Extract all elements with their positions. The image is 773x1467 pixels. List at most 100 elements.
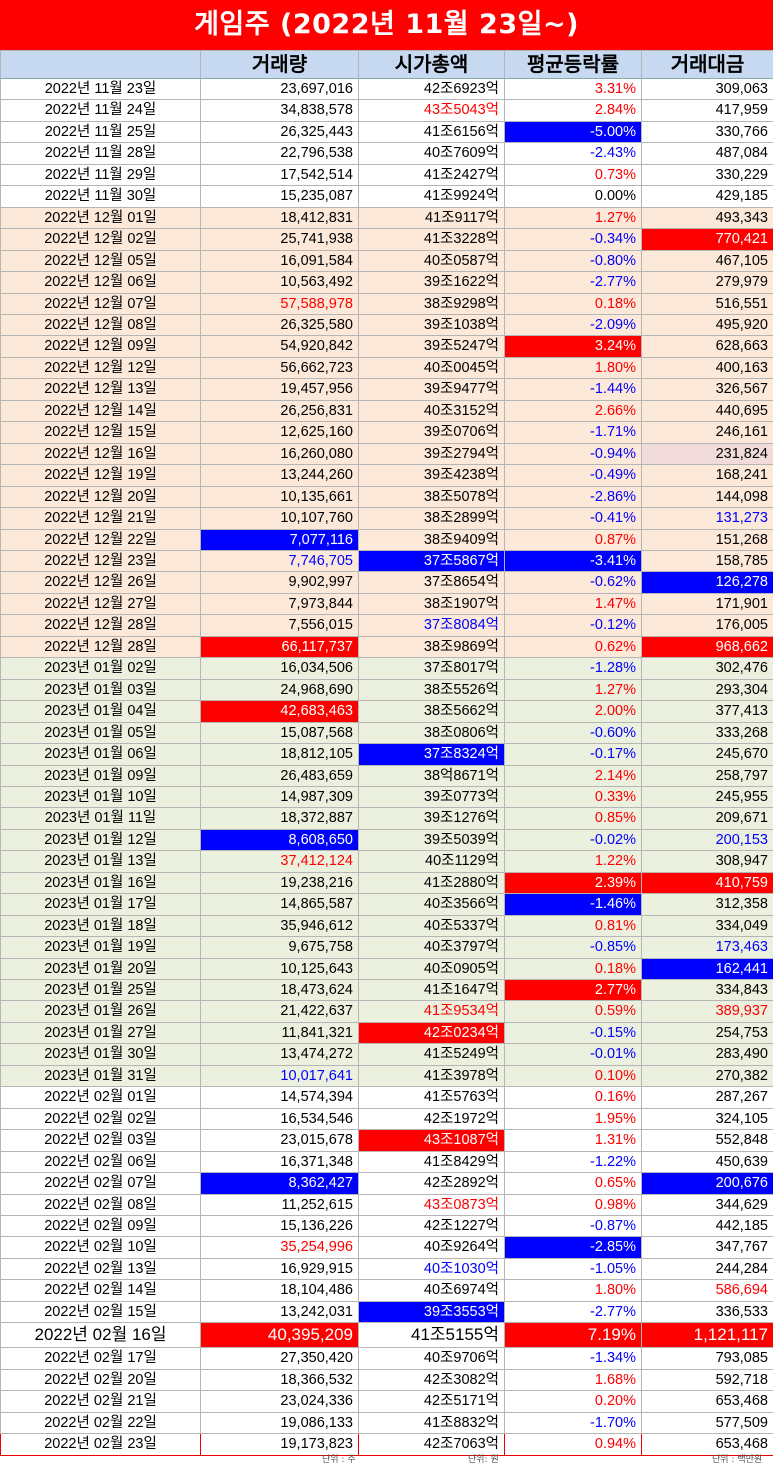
table-row: 2022년 02월 06일 16,371,348 41조8429억 -1.22% 450…: [0, 1150, 773, 1174]
row-market-cap: 40조3566억: [358, 893, 505, 916]
row-market-cap: 43조0873억: [358, 1193, 505, 1217]
unit-amount-label: 단위 : 백만원: [712, 1455, 763, 1465]
row-volume: 22,796,538: [200, 142, 359, 165]
row-market-cap: 39조2794억: [358, 442, 505, 466]
table-row: 2022년 12월 21일 10,107,760 38조2899억 -0.41% 131…: [0, 507, 773, 530]
row-volume: 8,362,427: [200, 1172, 359, 1195]
row-trade-amount: 334,843: [641, 979, 773, 1002]
row-trade-amount: 377,413: [641, 700, 773, 723]
row-market-cap: 42조7063억: [358, 1433, 505, 1456]
row-date: 2022년 12월 20일: [0, 485, 201, 509]
row-volume: 11,252,615: [200, 1193, 359, 1217]
row-market-cap: 39조5247억: [358, 335, 505, 358]
row-trade-amount: 270,382: [641, 1064, 773, 1088]
row-avg-change: 1.68%: [504, 1368, 642, 1392]
table-row: 2022년 12월 27일 7,973,844 38조1907억 1.47% 171,9…: [0, 592, 773, 616]
row-market-cap: 37조8324억: [358, 743, 505, 766]
row-avg-change: 2.84%: [504, 99, 642, 122]
row-trade-amount: 176,005: [641, 614, 773, 637]
row-avg-change: -0.02%: [504, 828, 642, 852]
table-row: 2022년 02월 03일 23,015,678 43조1087억 1.31% 552,…: [0, 1129, 773, 1152]
row-avg-change: 0.16%: [504, 1086, 642, 1109]
table-row: 2022년 12월 06일 10,563,492 39조1622억 -2.77% 279…: [0, 271, 773, 294]
row-date: 2022년 12월 12일: [0, 356, 201, 380]
row-trade-amount: 162,441: [641, 957, 773, 981]
row-avg-change: 7.19%: [504, 1322, 642, 1349]
row-market-cap: 42조6923억: [358, 77, 505, 101]
header-date: [0, 50, 201, 79]
row-trade-amount: 516,551: [641, 292, 773, 315]
table-row: 2022년 02월 22일 19,086,133 41조8832억 -1.70% 577…: [0, 1411, 773, 1435]
row-date: 2022년 02월 20일: [0, 1368, 201, 1392]
row-avg-change: 0.94%: [504, 1433, 642, 1456]
row-avg-change: 3.31%: [504, 77, 642, 101]
row-volume: 54,920,842: [200, 335, 359, 358]
row-avg-change: 2.00%: [504, 700, 642, 723]
row-avg-change: 0.33%: [504, 785, 642, 809]
row-market-cap: 38조9409억: [358, 528, 505, 551]
row-date: 2022년 02월 09일: [0, 1215, 201, 1238]
row-volume: 42,683,463: [200, 700, 359, 723]
row-volume: 17,542,514: [200, 163, 359, 187]
row-volume: 18,473,624: [200, 979, 359, 1002]
row-avg-change: -0.80%: [504, 249, 642, 273]
row-volume: 10,125,643: [200, 957, 359, 981]
row-avg-change: -2.86%: [504, 485, 642, 509]
row-volume: 18,812,105: [200, 743, 359, 766]
row-trade-amount: 200,676: [641, 1172, 773, 1195]
row-market-cap: 39조1276억: [358, 807, 505, 830]
row-avg-change: 0.59%: [504, 1000, 642, 1023]
row-avg-change: 0.98%: [504, 1193, 642, 1217]
row-avg-change: -1.22%: [504, 1150, 642, 1174]
row-date: 2022년 02월 01일: [0, 1086, 201, 1109]
row-volume: 13,474,272: [200, 1043, 359, 1066]
row-market-cap: 42조1972억: [358, 1107, 505, 1131]
row-date: 2023년 01월 25일: [0, 979, 201, 1002]
row-volume: 18,366,532: [200, 1368, 359, 1392]
row-trade-amount: 493,343: [641, 206, 773, 230]
row-avg-change: -1.44%: [504, 378, 642, 401]
row-date: 2022년 12월 14일: [0, 399, 201, 423]
row-trade-amount: 258,797: [641, 764, 773, 787]
row-trade-amount: 168,241: [641, 464, 773, 487]
row-date: 2022년 12월 08일: [0, 313, 201, 337]
row-date: 2023년 01월 04일: [0, 700, 201, 723]
row-avg-change: 0.87%: [504, 528, 642, 551]
row-avg-change: -0.01%: [504, 1043, 642, 1066]
table-row: 2022년 12월 22일 7,077,116 38조9409억 0.87% 151,2…: [0, 528, 773, 551]
row-date: 2023년 01월 09일: [0, 764, 201, 787]
row-volume: 18,372,887: [200, 807, 359, 830]
row-date: 2022년 12월 16일: [0, 442, 201, 466]
row-date: 2022년 02월 08일: [0, 1193, 201, 1217]
table-row: 2023년 01월 18일 35,946,612 40조5337억 0.81% 334,…: [0, 914, 773, 938]
row-trade-amount: 770,421: [641, 228, 773, 251]
row-avg-change: 0.10%: [504, 1064, 642, 1088]
row-trade-amount: 440,695: [641, 399, 773, 423]
table-row: 2023년 01월 20일 10,125,643 40조0905억 0.18% 162,…: [0, 957, 773, 981]
row-avg-change: -2.77%: [504, 271, 642, 294]
row-avg-change: 0.18%: [504, 957, 642, 981]
row-market-cap: 40조0045억: [358, 356, 505, 380]
row-market-cap: 38억8671억: [358, 764, 505, 787]
row-avg-change: 0.18%: [504, 292, 642, 315]
row-date: 2023년 01월 16일: [0, 871, 201, 895]
row-date: 2022년 02월 15일: [0, 1300, 201, 1324]
row-trade-amount: 309,063: [641, 77, 773, 101]
row-volume: 19,173,823: [200, 1433, 359, 1456]
row-volume: 16,371,348: [200, 1150, 359, 1174]
row-date: 2022년 11월 24일: [0, 99, 201, 122]
row-market-cap: 39조5039억: [358, 828, 505, 852]
row-market-cap: 41조6156억: [358, 120, 505, 144]
row-volume: 7,556,015: [200, 614, 359, 637]
row-avg-change: 1.80%: [504, 356, 642, 380]
table-row: 2022년 02월 09일 15,136,226 42조1227억 -0.87% 442…: [0, 1215, 773, 1238]
row-avg-change: 0.81%: [504, 914, 642, 938]
row-date: 2022년 02월 06일: [0, 1150, 201, 1174]
table-row: 2022년 12월 01일 18,412,831 41조9117억 1.27% 493,…: [0, 206, 773, 230]
row-market-cap: 39조3553억: [358, 1300, 505, 1324]
row-market-cap: 40조9264억: [358, 1236, 505, 1259]
row-avg-change: 0.20%: [504, 1390, 642, 1413]
row-market-cap: 39조0706억: [358, 421, 505, 444]
table-row: 2022년 02월 10일 35,254,996 40조9264억 -2.85% 347…: [0, 1236, 773, 1259]
row-avg-change: 2.14%: [504, 764, 642, 787]
